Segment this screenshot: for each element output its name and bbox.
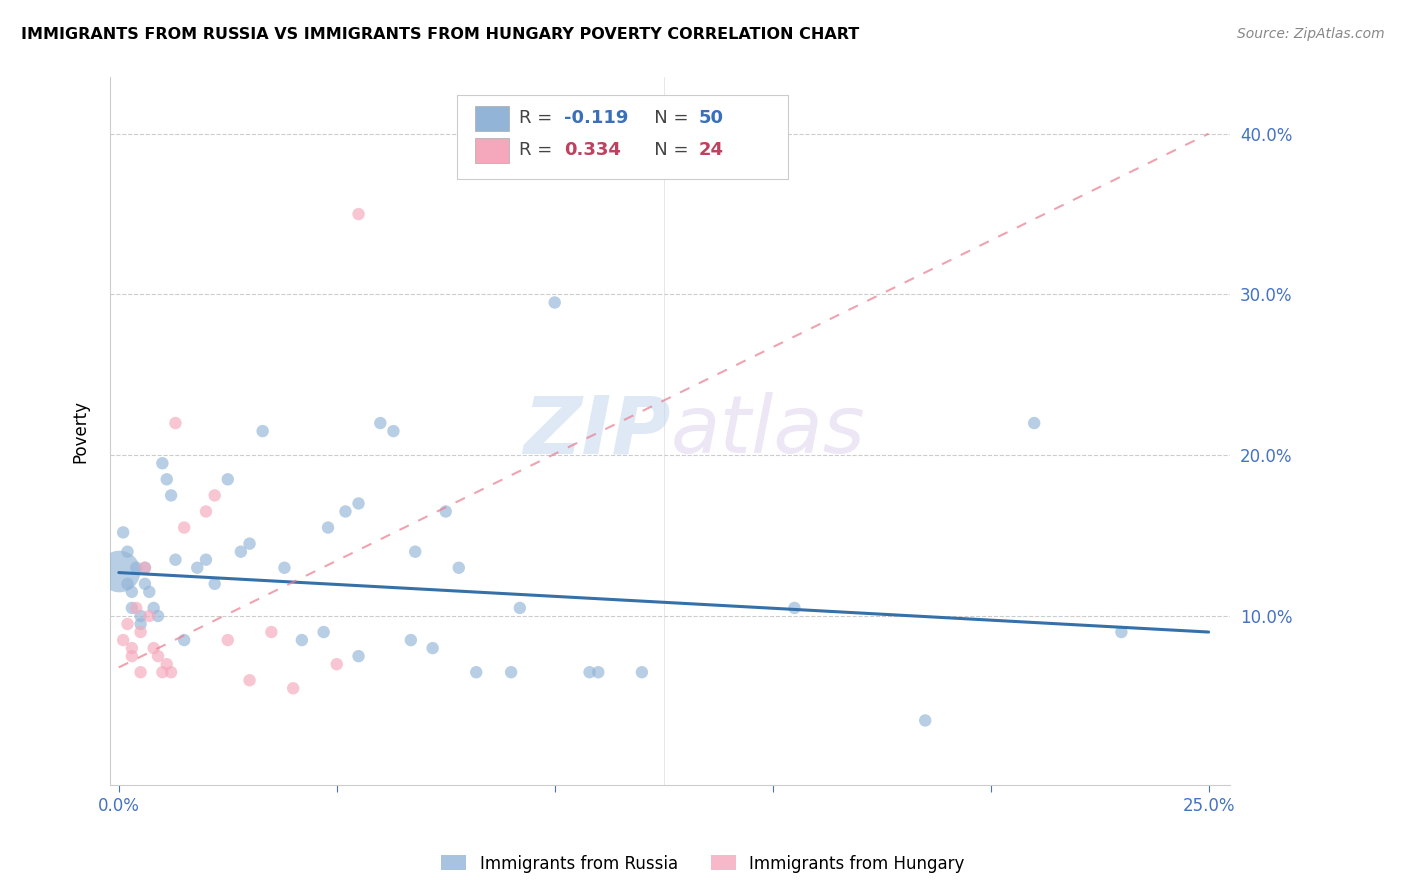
Point: [165, 416, 187, 430]
Point: [138, 585, 160, 599]
Point: [370, 416, 392, 430]
Point: [347, 207, 370, 221]
Point: [783, 601, 806, 615]
Point: [312, 625, 335, 640]
Point: [204, 488, 226, 502]
Point: [914, 714, 936, 728]
Point: [142, 601, 165, 615]
Point: [150, 665, 173, 680]
Point: [238, 673, 260, 688]
Legend: Immigrants from Russia, Immigrants from Hungary: Immigrants from Russia, Immigrants from …: [434, 848, 972, 880]
Text: ZIP: ZIP: [523, 392, 671, 470]
FancyBboxPatch shape: [457, 95, 787, 178]
Point: [217, 633, 239, 648]
Point: [1024, 416, 1046, 430]
Point: [194, 504, 217, 518]
Point: [1111, 625, 1133, 640]
Point: [121, 601, 143, 615]
Point: [134, 560, 156, 574]
Point: [121, 649, 143, 664]
Point: [316, 520, 339, 534]
Point: [160, 488, 183, 502]
Point: [125, 560, 148, 574]
Point: [142, 641, 165, 656]
Text: R =: R =: [519, 110, 558, 128]
Text: R =: R =: [519, 141, 558, 160]
Text: Source: ZipAtlas.com: Source: ZipAtlas.com: [1237, 27, 1385, 41]
Point: [382, 424, 405, 438]
Point: [112, 525, 135, 540]
Point: [121, 641, 143, 656]
Point: [156, 657, 179, 672]
Point: [283, 681, 305, 696]
Point: [194, 552, 217, 566]
Point: [217, 472, 239, 486]
Point: [129, 617, 152, 632]
Point: [112, 633, 135, 648]
Point: [238, 536, 260, 550]
Text: 0.334: 0.334: [564, 141, 620, 160]
Point: [291, 633, 314, 648]
Text: IMMIGRANTS FROM RUSSIA VS IMMIGRANTS FROM HUNGARY POVERTY CORRELATION CHART: IMMIGRANTS FROM RUSSIA VS IMMIGRANTS FRO…: [21, 27, 859, 42]
Point: [165, 552, 187, 566]
Point: [129, 609, 152, 624]
Point: [326, 657, 349, 672]
Point: [129, 665, 152, 680]
Point: [134, 560, 156, 574]
Point: [335, 504, 357, 518]
Text: -0.119: -0.119: [564, 110, 628, 128]
Point: [138, 609, 160, 624]
Point: [129, 625, 152, 640]
Point: [588, 665, 610, 680]
Point: [186, 560, 208, 574]
Y-axis label: Poverty: Poverty: [72, 400, 89, 463]
Point: [252, 424, 274, 438]
Point: [204, 576, 226, 591]
Point: [273, 560, 295, 574]
Text: N =: N =: [637, 141, 693, 160]
Point: [117, 617, 139, 632]
Point: [156, 472, 179, 486]
Point: [173, 520, 195, 534]
Text: atlas: atlas: [671, 392, 865, 470]
Point: [146, 609, 169, 624]
Point: [107, 564, 129, 578]
Point: [399, 633, 422, 648]
Point: [125, 601, 148, 615]
Point: [260, 625, 283, 640]
Point: [173, 633, 195, 648]
Point: [160, 665, 183, 680]
Text: N =: N =: [637, 110, 693, 128]
Point: [447, 560, 470, 574]
Point: [150, 456, 173, 470]
Text: 24: 24: [699, 141, 723, 160]
Point: [229, 544, 252, 558]
Point: [509, 601, 531, 615]
Point: [347, 649, 370, 664]
Point: [544, 295, 567, 310]
Point: [117, 576, 139, 591]
Point: [465, 665, 488, 680]
Point: [501, 665, 523, 680]
Point: [434, 504, 457, 518]
Point: [578, 665, 600, 680]
Text: 50: 50: [699, 110, 723, 128]
FancyBboxPatch shape: [475, 138, 509, 163]
Point: [347, 496, 370, 510]
Point: [121, 585, 143, 599]
Point: [146, 649, 169, 664]
Point: [631, 665, 654, 680]
Point: [134, 576, 156, 591]
Point: [117, 544, 139, 558]
Point: [404, 544, 426, 558]
FancyBboxPatch shape: [475, 106, 509, 131]
Point: [422, 641, 444, 656]
